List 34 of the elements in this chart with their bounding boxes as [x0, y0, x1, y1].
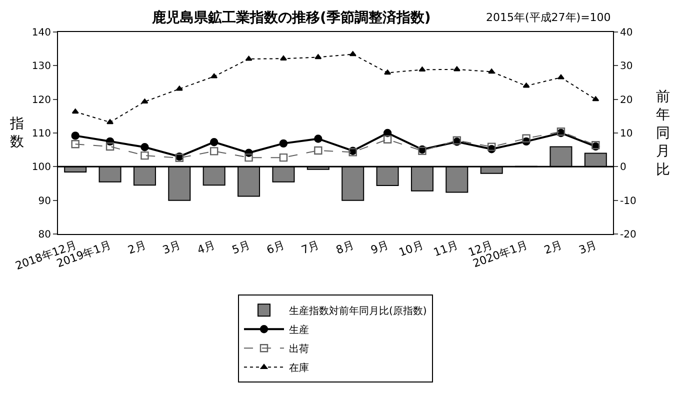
y2-tick-label: 20: [620, 94, 633, 106]
x-tick-label: 6月: [265, 238, 286, 257]
y2-tick-label: -20: [620, 230, 636, 240]
x-tick-label: 8月: [334, 238, 356, 257]
x-tick-label: 7月: [300, 238, 322, 257]
x-tick-label: 9月: [369, 238, 390, 257]
x-tick-label: 4月: [196, 238, 217, 257]
legend-label: 出荷: [289, 343, 309, 355]
chart-title: 鹿児島県鉱工業指数の推移(季節調整済指数): [151, 9, 431, 26]
x-tick-label: 10月: [397, 238, 426, 260]
y-tick-label: 140: [32, 28, 51, 38]
x-tick-label: 2月: [126, 238, 148, 257]
y2-tick-label: 0: [620, 162, 626, 174]
y-tick-label: 120: [32, 94, 51, 106]
y-axis-title: 指数: [9, 116, 24, 150]
x-tick-label: 3月: [577, 238, 599, 257]
y-tick-label: 130: [32, 61, 51, 72]
y2-tick-label: 40: [620, 28, 633, 38]
x-tick-label: 11月: [432, 238, 460, 260]
chart-subtitle: 2015年(平成27年)=100: [486, 11, 611, 24]
x-tick-label: 3月: [160, 238, 182, 257]
legend-label: 在庫: [289, 362, 309, 374]
legend-label: 生産: [289, 324, 309, 336]
y2-tick-label: 10: [620, 128, 633, 140]
y2-tick-label: 30: [620, 61, 633, 72]
y2-tick-label: -10: [620, 196, 636, 207]
y-tick-label: 110: [32, 128, 51, 140]
y-tick-label: 100: [32, 162, 51, 174]
x-tick-label: 2月: [542, 238, 564, 257]
y2-axis-title: 前年同月比: [656, 89, 670, 178]
y-tick-label: 90: [38, 196, 51, 207]
legend-label: 生産指数対前年同月比(原指数): [289, 305, 427, 317]
y-tick-label: 80: [38, 230, 51, 240]
x-tick-label: 5月: [230, 238, 252, 257]
